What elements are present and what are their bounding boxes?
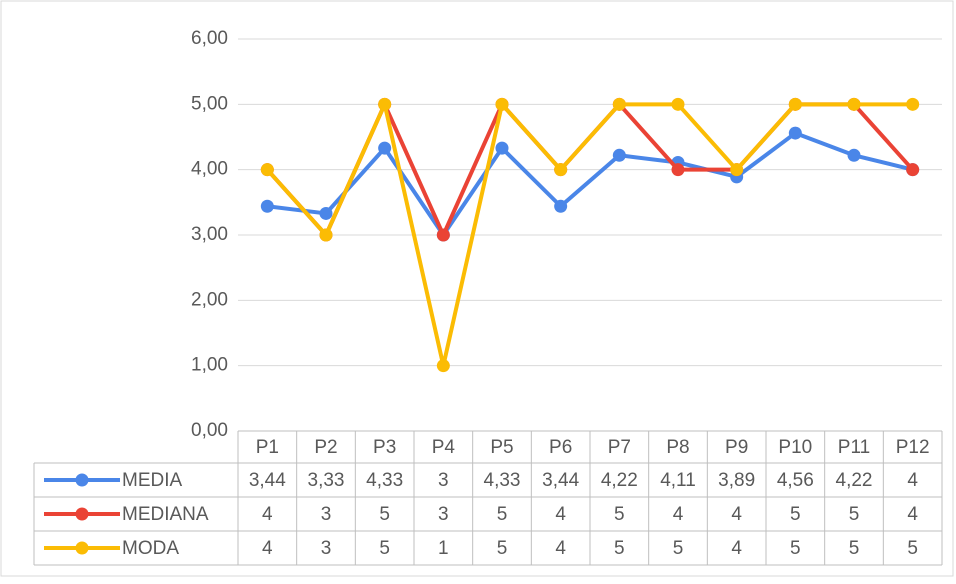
point <box>906 97 920 111</box>
x-tick-label: P3 <box>373 437 396 458</box>
table-value: 5 <box>790 538 801 559</box>
table-value: 4 <box>731 538 742 559</box>
point <box>436 359 450 373</box>
table-value: 4 <box>262 538 273 559</box>
x-tick-label: P12 <box>896 437 930 458</box>
x-tick-label: P11 <box>838 437 870 458</box>
table-value: 5 <box>379 504 390 525</box>
table-value: 4,56 <box>777 470 814 491</box>
y-tick-label: 1,00 <box>191 355 228 376</box>
point <box>554 199 568 213</box>
legend-key-marker <box>75 507 89 521</box>
table-value: 3 <box>321 504 332 525</box>
point <box>612 148 626 162</box>
table-value: 5 <box>497 504 508 525</box>
y-tick-label: 4,00 <box>191 159 228 180</box>
table-value: 3,89 <box>718 470 755 491</box>
point <box>495 97 509 111</box>
x-tick-label: P2 <box>314 437 337 458</box>
table-value: 3 <box>438 470 449 491</box>
x-tick-label: P9 <box>725 437 748 458</box>
table-value: 5 <box>849 504 860 525</box>
table-value: 4,22 <box>836 470 873 491</box>
table-value: 4 <box>731 504 742 525</box>
point <box>906 163 920 177</box>
point <box>378 97 392 111</box>
table-value: 5 <box>614 538 625 559</box>
point <box>671 97 685 111</box>
table-value: 4 <box>907 504 918 525</box>
legend-label: MEDIA <box>122 470 183 491</box>
table-value: 1 <box>438 538 449 559</box>
point <box>671 163 685 177</box>
x-tick-label: P7 <box>608 437 631 458</box>
y-tick-label: 0,00 <box>191 420 228 441</box>
y-tick-label: 5,00 <box>191 93 228 114</box>
x-tick-label: P10 <box>778 437 812 458</box>
point <box>847 97 861 111</box>
table-value: 3 <box>321 538 332 559</box>
x-tick-label: P1 <box>256 437 279 458</box>
table-value: 4 <box>555 504 566 525</box>
table-value: 3,33 <box>308 470 345 491</box>
table-value: 5 <box>379 538 390 559</box>
table-value: 3,44 <box>249 470 286 491</box>
point <box>319 228 333 242</box>
table-value: 4 <box>555 538 566 559</box>
y-tick-label: 3,00 <box>191 224 228 245</box>
legend-key-marker <box>75 541 89 555</box>
table-value: 3 <box>438 504 449 525</box>
x-tick-label: P4 <box>432 437 456 458</box>
point <box>612 97 626 111</box>
table-value: 3,44 <box>542 470 579 491</box>
table-value: 5 <box>497 538 508 559</box>
table-value: 4 <box>262 504 273 525</box>
table-value: 4,11 <box>660 470 696 491</box>
x-tick-label: P6 <box>549 437 572 458</box>
legend-label: MEDIANA <box>122 504 209 525</box>
point <box>436 228 450 242</box>
point <box>378 141 392 155</box>
table-value: 4 <box>907 470 918 491</box>
point <box>260 163 274 177</box>
table-value: 5 <box>907 538 918 559</box>
point <box>554 163 568 177</box>
table-value: 4,22 <box>601 470 638 491</box>
legend-key-marker <box>75 473 89 487</box>
legend-label: MODA <box>122 538 179 559</box>
point <box>847 148 861 162</box>
point <box>319 206 333 220</box>
x-tick-label: P8 <box>666 437 689 458</box>
table-value: 4,33 <box>484 470 521 491</box>
point <box>260 199 274 213</box>
y-tick-label: 6,00 <box>191 28 228 49</box>
point <box>788 97 802 111</box>
table-value: 5 <box>614 504 625 525</box>
y-tick-label: 2,00 <box>191 289 228 310</box>
series-line <box>265 102 913 368</box>
table-value: 4 <box>673 504 684 525</box>
point <box>495 141 509 155</box>
table-value: 5 <box>849 538 860 559</box>
point <box>788 126 802 140</box>
series-line <box>267 131 914 237</box>
x-tick-label: P5 <box>490 437 513 458</box>
table-value: 5 <box>790 504 801 525</box>
table-value: 5 <box>673 538 684 559</box>
table-value: 4,33 <box>366 470 403 491</box>
point <box>730 163 744 177</box>
